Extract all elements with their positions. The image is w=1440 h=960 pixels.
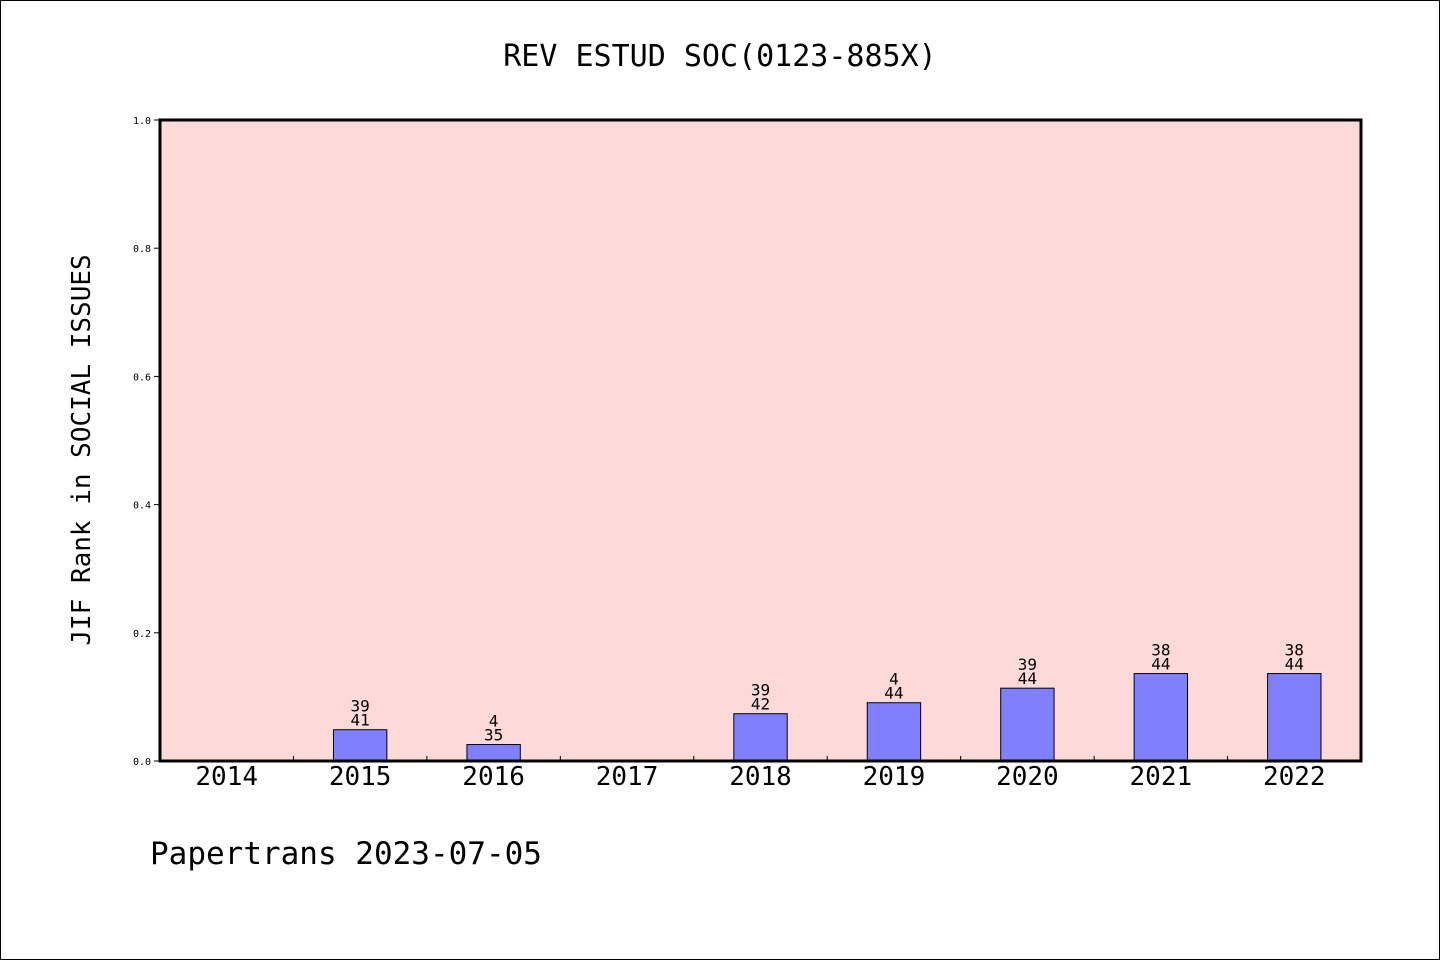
bar <box>466 744 521 762</box>
bar-label-top: 39 <box>1018 655 1037 674</box>
bars-layer <box>332 673 1322 762</box>
x-tick-label: 2022 <box>1263 762 1326 792</box>
y-axis: 0.0 0.2 0.4 0.6 0.8 1.0 <box>133 116 160 768</box>
bar-label-bottom: 42 <box>751 695 770 714</box>
bar <box>1133 673 1189 762</box>
x-tick-label: 2021 <box>1130 762 1193 792</box>
bar-label-bottom: 35 <box>484 726 503 745</box>
y-tick-label: 0.2 <box>133 629 151 640</box>
chart-title: REV ESTUD SOC(0123-885X) <box>503 39 936 74</box>
bar <box>1267 673 1322 762</box>
footer-text: Papertrans 2023-07-05 <box>150 836 542 872</box>
bar-label-bottom: 44 <box>884 684 903 703</box>
y-tick-label: 0.4 <box>133 501 151 512</box>
x-tick-label: 2016 <box>462 762 525 792</box>
y-tick-label: 1.0 <box>133 116 151 127</box>
bar-label-bottom: 44 <box>1018 669 1037 688</box>
x-tick-label: 2015 <box>329 762 392 792</box>
bar-label-top: 39 <box>751 681 770 700</box>
bar-label-top: 4 <box>889 670 899 689</box>
plot-border <box>158 118 1363 763</box>
bar-label-bottom: 41 <box>351 711 370 730</box>
bar-label-bottom: 44 <box>1285 655 1304 674</box>
y-tick-label: 0.8 <box>133 244 151 255</box>
bar-label-top: 38 <box>1285 641 1304 660</box>
bar <box>1000 687 1055 762</box>
bar-label-bottom: 44 <box>1151 655 1170 674</box>
x-tick-label: 2014 <box>195 762 258 792</box>
bar <box>733 713 788 762</box>
bar-label-top: 39 <box>351 697 370 716</box>
x-tick-label: 2019 <box>863 762 926 792</box>
bar-label-top: 38 <box>1151 641 1170 660</box>
x-axis: 2014 2015 2016 2017 2018 2019 2020 2021 2022 <box>195 756 1326 792</box>
bar <box>866 702 922 762</box>
x-tick-label: 2020 <box>996 762 1059 792</box>
x-tick-label: 2018 <box>729 762 792 792</box>
y-axis-label: JIF Rank in SOCIAL ISSUES <box>67 254 97 645</box>
y-tick-label: 0.6 <box>133 372 151 383</box>
plot-area <box>160 120 1361 761</box>
y-tick-label: 0.0 <box>133 757 151 768</box>
bar <box>332 729 388 762</box>
x-tick-label: 2017 <box>596 762 659 792</box>
bar-label-top: 4 <box>489 712 499 731</box>
